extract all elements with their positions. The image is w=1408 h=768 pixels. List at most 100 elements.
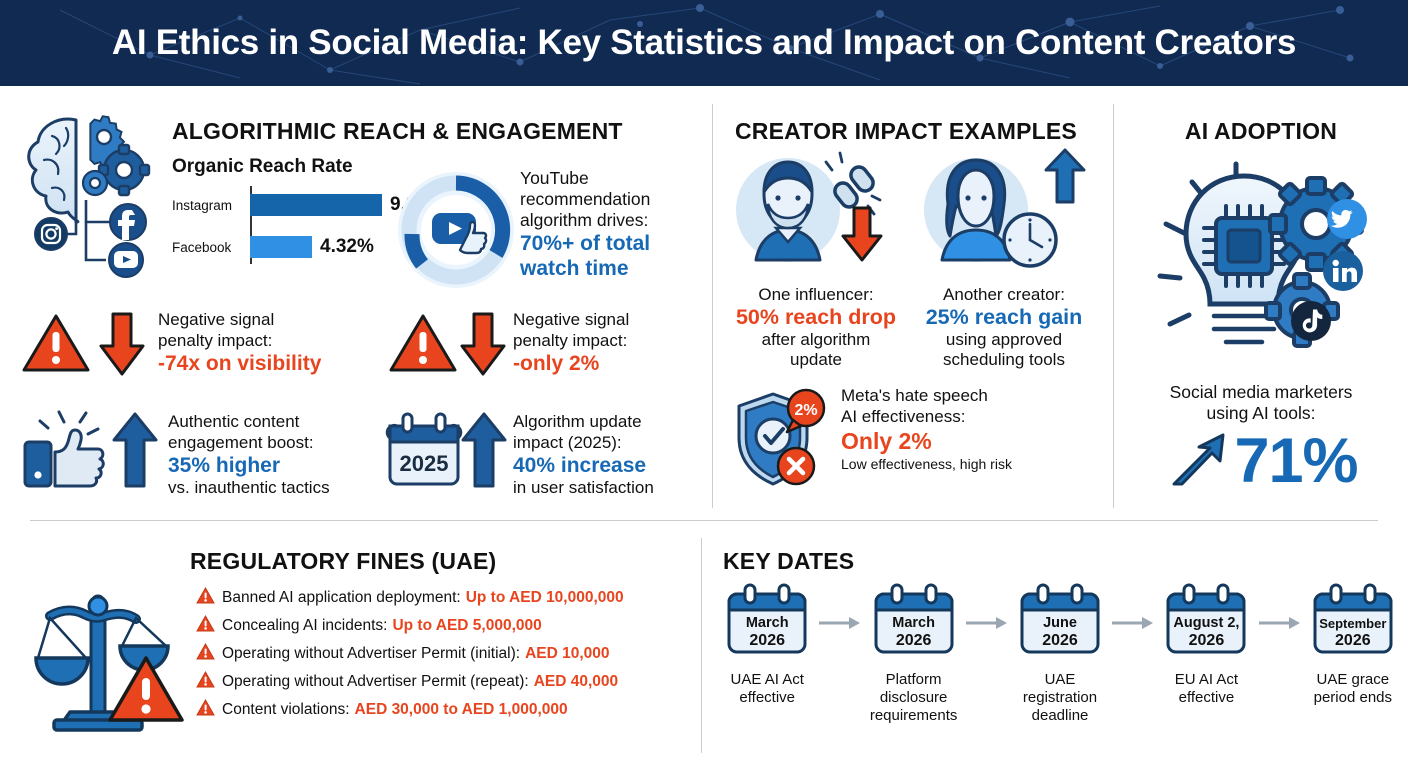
calendar-icon [715,582,819,661]
timeline-arrow-icon [819,582,861,630]
panel-fines-title: REGULATORY FINES (UAE) [190,548,497,574]
fine-label: Content violations: [222,701,350,718]
stat-2pct-line-1: Negative signal [513,310,630,329]
adoption-caption: Social media marketers using AI tools: [1114,382,1408,424]
timeline-caption-line-3: requirements [869,707,958,724]
stat-35pct-text: Authentic content engagement boost: 35% … [168,408,330,499]
linkedin-icon [1322,250,1364,297]
stat-40pct-highlight: 40% increase [513,454,647,477]
stat-35pct-line-2: engagement boost: [168,432,314,452]
timeline-caption: UAE AI Act effective [715,671,819,707]
adoption-caption-line-2: using AI tools: [1206,403,1316,423]
fine-amount: Up to AED 5,000,000 [392,617,542,634]
instagram-icon [34,217,68,251]
timeline-caption: UAE grace period ends [1301,671,1405,707]
timeline-caption-line-1: Platform [885,671,942,688]
timeline-caption: UAE registration deadline [1008,671,1112,725]
calendar-month: March [745,615,789,631]
fine-label: Banned AI application deployment: [222,589,461,606]
timeline-caption-line-2: effective [739,689,795,706]
calendar-year: 2026 [895,632,932,649]
bar-label-facebook: Facebook [172,239,232,255]
timeline-item: June 2026 UAE registration deadline [1008,582,1112,725]
timeline-arrow-icon [1258,582,1301,630]
key-dates-timeline: March 2026 UAE AI Act effective [715,582,1405,725]
timeline-caption-line-3: deadline [1031,707,1089,724]
male-creator-broken-link-icon [721,148,911,281]
calendar-icon [1008,582,1112,661]
warning-down-arrow-icon [18,308,158,385]
fine-row: Operating without Advertiser Permit (rep… [196,668,696,696]
timeline-arrow-icon [965,582,1008,630]
svg-text:2%: 2% [794,402,817,419]
stat-40pct-sub: in user satisfaction [513,478,654,497]
meta-stat-text: Meta's hate speech AI effectiveness: Onl… [841,386,1012,473]
bar-value-facebook: 4.32% [320,236,374,257]
stat-2pct-text: Negative signal penalty impact: -only 2% [513,308,629,376]
timeline-caption: Platform disclosure requirements [861,671,965,725]
calendar-month: September [1319,616,1387,631]
fine-amount: AED 30,000 to AED 1,000,000 [354,701,568,718]
brain-gears-social-icon [18,104,168,284]
creator-example-1-caption: One influencer: 50% reach drop after alg… [721,285,911,370]
timeline-item: March 2026 UAE AI Act effective [715,582,819,707]
stat-2pct-highlight: -only 2% [513,352,600,375]
stat-negative-signal-2pct: Negative signal penalty impact: -only 2% [385,308,629,385]
panel-creator-title: CREATOR IMPACT EXAMPLES [735,118,1077,144]
female-creator-clock-icon [909,148,1099,281]
timeline-caption-line-2: registration [1022,689,1098,706]
timeline-caption: EU AI Act effective [1154,671,1258,707]
creator-1-line-2: after algorithm [761,330,871,349]
creator-1-line-3: update [790,350,842,369]
divider-vertical-2 [1113,104,1114,508]
stat-40pct-text: Algorithm update impact (2025): 40% incr… [513,408,654,499]
panel-regulatory-fines: REGULATORY FINES (UAE) [0,520,700,768]
meta-highlight: Only 2% [841,428,932,454]
stat-35pct-sub: vs. inauthentic tactics [168,478,330,497]
bar-row-facebook: Facebook 4.32% [172,232,374,262]
fine-row: Operating without Advertiser Permit (ini… [196,640,696,668]
stat-35pct-line-1: Authentic content [168,412,300,431]
youtube-highlight-1: 70%+ of total [520,232,651,255]
timeline-arrow-icon [1112,582,1154,630]
warning-icon [196,614,215,637]
adoption-value: 71% [1234,426,1358,496]
page-title: AI Ethics in Social Media: Key Statistic… [111,23,1297,62]
calendar-year: 2026 [1042,632,1078,649]
fines-list: Banned AI application deployment: Up to … [196,584,696,724]
meta-hate-speech-stat: 2% Meta's hate speech AI effectiveness: … [731,386,1012,497]
creator-2-line-1: Another creator: [943,285,1065,304]
fine-amount: AED 40,000 [533,673,619,690]
stat-negative-signal-74x: Negative signal penalty impact: -74x on … [18,308,321,385]
youtube-line-1: YouTube [520,168,589,188]
warning-down-arrow-icon [385,308,513,385]
timeline-caption-line-2: disclosure [879,689,948,706]
fine-label: Concealing AI incidents: [222,617,388,634]
creator-2-line-2: using approved [945,330,1063,349]
warning-icon [196,698,215,721]
warning-icon [196,586,215,609]
calendar-month: June [1043,615,1077,631]
meta-line-2: AI effectiveness: [841,406,966,426]
network-pattern-icon [59,4,1354,85]
youtube-line-3: algorithm drives: [520,210,649,230]
calendar-icon [1301,582,1405,661]
calendar-month: August 2, [1173,615,1240,631]
panel-creator-impact: CREATOR IMPACT EXAMPLES [713,86,1113,516]
twitter-icon [1326,198,1368,245]
scales-of-justice-warning-icon [30,580,190,740]
calendar-year: 2026 [1335,632,1371,649]
timeline-caption-line-1: UAE grace [1316,671,1390,688]
trending-up-arrow-icon [1164,428,1230,495]
stat-40pct-line-1: Algorithm update [513,412,642,431]
panel-key-dates: KEY DATES March 2026 UAE AI Act [701,520,1408,768]
tiktok-icon [1290,300,1332,347]
bar-label-instagram: Instagram [172,197,233,213]
panel-adoption-title: AI ADOPTION [1184,118,1338,144]
stat-74x-line-2: penalty impact: [158,330,273,350]
bar-instagram [250,194,382,216]
calendar-2025-up-arrow-icon: 2025 [385,408,513,495]
creator-example-1: One influencer: 50% reach drop after alg… [721,148,911,370]
badge-2-percent: 2% [785,388,826,434]
